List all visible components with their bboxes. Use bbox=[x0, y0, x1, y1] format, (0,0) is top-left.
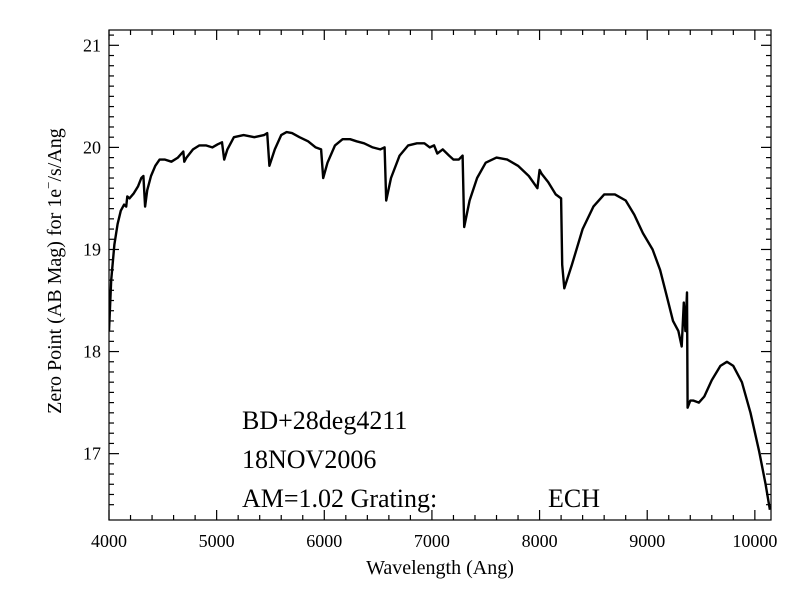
x-tick-label: 4000 bbox=[91, 531, 127, 551]
annotation-grating-value: ECH bbox=[548, 484, 600, 513]
x-tick-label: 7000 bbox=[414, 531, 450, 551]
x-tick-label: 5000 bbox=[199, 531, 235, 551]
annotation-star-name: BD+28deg4211 bbox=[242, 406, 407, 435]
y-axis-label-prefix: Zero Point (AB Mag) for 1e bbox=[44, 189, 66, 414]
x-tick-label: 6000 bbox=[306, 531, 342, 551]
y-axis-label: Zero Point (AB Mag) for 1e−/s/Ang bbox=[41, 128, 66, 414]
x-tick-label: 9000 bbox=[629, 531, 665, 551]
plot-frame bbox=[108, 29, 772, 521]
annotation-airmass-grating: AM=1.02 Grating: bbox=[242, 484, 437, 513]
y-tick-label: 17 bbox=[83, 444, 101, 464]
y-tick-label: 20 bbox=[83, 137, 101, 157]
y-tick-label: 21 bbox=[83, 35, 101, 55]
x-tick-label: 8000 bbox=[522, 531, 558, 551]
series-layer bbox=[109, 130, 771, 510]
annotation-date: 18NOV2006 bbox=[242, 445, 376, 474]
x-axis-ticks: 4000 5000 6000 7000 8000 9000 10000 bbox=[91, 30, 777, 551]
y-axis-ticks: 17 18 19 20 21 bbox=[83, 34, 771, 506]
plot-border bbox=[108, 29, 772, 521]
series-line-0 bbox=[109, 130, 771, 510]
y-tick-label: 18 bbox=[83, 342, 101, 362]
y-tick-label: 19 bbox=[83, 239, 101, 259]
y-axis-label-superscript: − bbox=[41, 182, 56, 189]
y-axis-label-suffix: /s/Ang bbox=[44, 128, 66, 181]
x-axis-label: Wavelength (Ang) bbox=[366, 557, 514, 579]
x-tick-label: 10000 bbox=[732, 531, 777, 551]
